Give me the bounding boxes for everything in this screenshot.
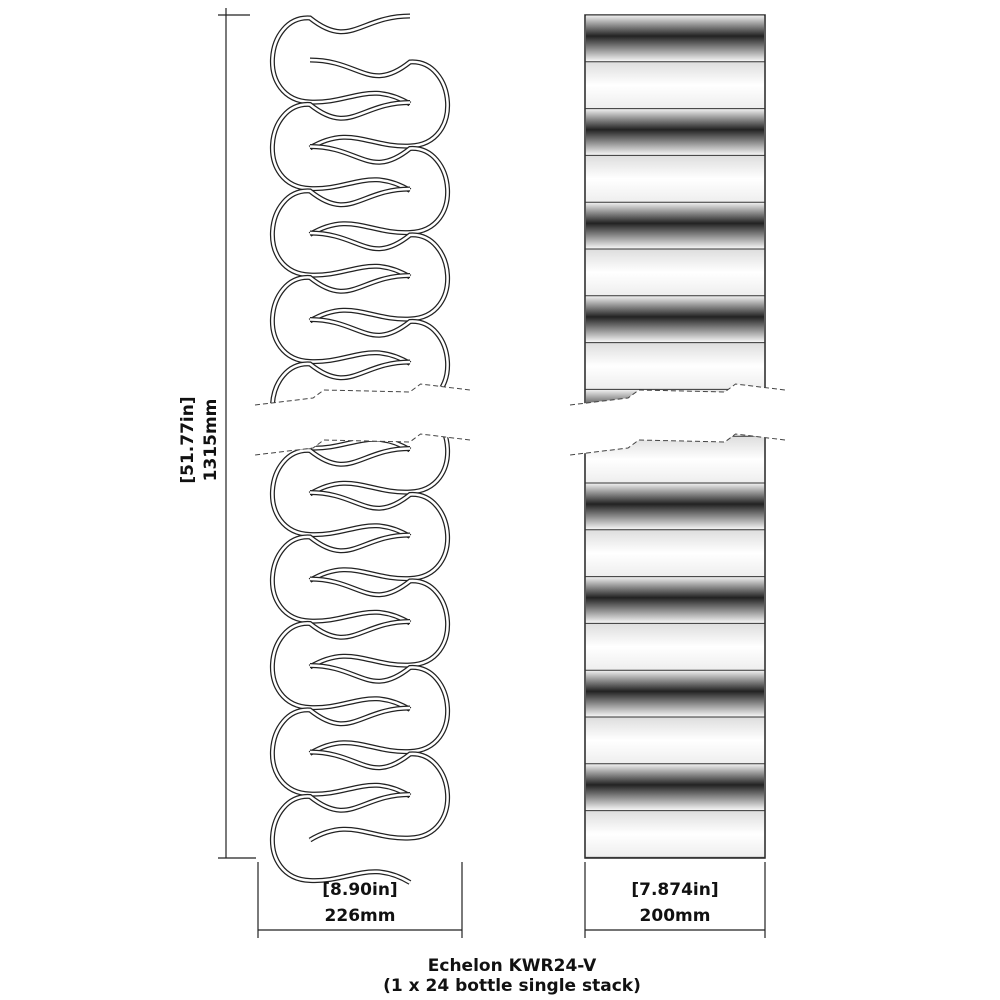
loop-inner: [271, 101, 411, 192]
loop-inner: [271, 274, 411, 365]
band: [586, 810, 764, 858]
band: [586, 483, 764, 530]
wave-rack: [270, 13, 450, 885]
band: [586, 717, 764, 764]
band: [586, 763, 764, 811]
right-width-mm: 200mm: [640, 906, 711, 926]
loop-inner: [271, 360, 411, 452]
loop-inner: [309, 145, 449, 236]
height-mm: 1315mm: [201, 399, 221, 482]
loop-inner: [309, 491, 449, 582]
band: [586, 529, 764, 577]
loop: [308, 57, 450, 151]
break-line: [569, 383, 786, 406]
band: [586, 576, 764, 624]
caption-subtitle: (1 x 24 bottle single stack): [383, 976, 641, 996]
loop-inner: [309, 577, 449, 669]
break-line: [254, 383, 471, 406]
band: [586, 108, 764, 156]
dimension-lines: [218, 8, 766, 938]
band: [586, 249, 764, 296]
loop-inner: [271, 533, 411, 625]
loop: [308, 576, 450, 670]
band: [586, 15, 764, 62]
left-width-mm: 226mm: [325, 906, 396, 926]
loop: [308, 230, 450, 324]
loop-inner: [309, 750, 449, 842]
break-band: [570, 384, 785, 455]
band: [586, 623, 764, 671]
loop: [308, 490, 450, 583]
loop-inner: [309, 231, 449, 323]
band: [586, 202, 764, 249]
break-line: [569, 433, 786, 456]
band: [586, 295, 764, 343]
loop: [270, 13, 412, 107]
loop: [308, 749, 450, 843]
loop-inner: [271, 620, 411, 711]
band: [586, 670, 764, 717]
band: [586, 342, 764, 390]
break-line: [254, 433, 471, 456]
loop-inner: [271, 793, 411, 884]
caption-title: Echelon KWR24-V: [428, 956, 597, 976]
loop-inner: [271, 187, 411, 279]
band: [586, 61, 764, 109]
loop-inner: [309, 664, 449, 755]
loop: [308, 144, 450, 237]
loop-inner: [271, 447, 411, 538]
loop: [308, 663, 450, 756]
height-inches: [51.77in]: [178, 396, 198, 483]
right-width-inches: [7.874in]: [631, 880, 718, 900]
loop-inner: [271, 706, 411, 798]
break-band: [255, 384, 470, 455]
loop-inner: [309, 58, 449, 150]
band: [586, 155, 764, 203]
left-width-inches: [8.90in]: [322, 880, 397, 900]
loop-inner: [271, 14, 411, 106]
